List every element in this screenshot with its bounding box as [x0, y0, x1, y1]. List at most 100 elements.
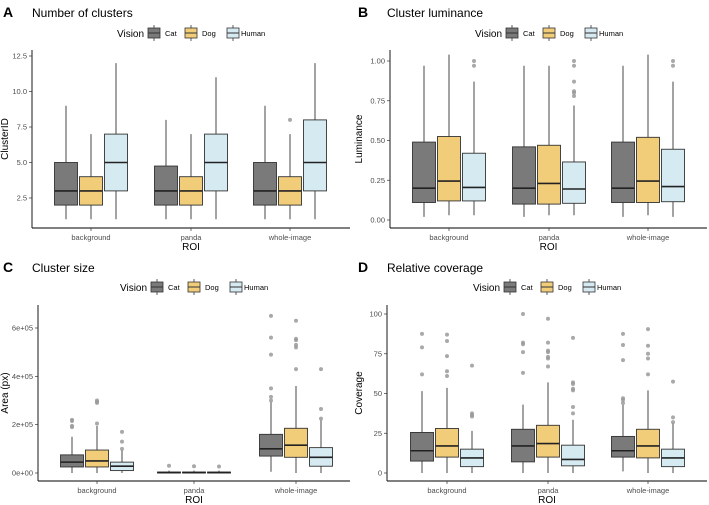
- outlier-point: [572, 63, 576, 68]
- box-cat-background: [54, 105, 78, 220]
- y-tick-label: 12.5: [12, 52, 27, 61]
- outlier-point: [269, 386, 273, 391]
- x-tick-label: whole-image: [626, 486, 670, 495]
- outlier-point: [445, 354, 449, 359]
- legend-label: Cat: [521, 283, 534, 292]
- y-axis-title: Area (px): [0, 372, 11, 413]
- outlier-point: [420, 331, 424, 336]
- outlier-point: [294, 336, 298, 341]
- outlier-point: [521, 370, 525, 375]
- panel-letter: B: [358, 4, 368, 20]
- box-dog-background: [437, 54, 461, 216]
- outlier-point: [646, 343, 650, 348]
- box-dog-panda: [182, 464, 206, 474]
- chart-title: Cluster size: [32, 261, 95, 275]
- x-axis-title: ROI: [182, 242, 200, 253]
- outlier-point: [445, 374, 449, 379]
- chart-title: Relative coverage: [387, 261, 483, 275]
- outlier-point: [572, 79, 576, 84]
- y-axis-title: Coverage: [354, 371, 365, 415]
- legend-key-cat: [147, 25, 161, 41]
- outlier-point: [269, 313, 273, 318]
- outlier-point: [269, 398, 273, 403]
- outlier-point: [572, 59, 576, 63]
- outlier-point: [671, 379, 675, 384]
- box-iqr: [253, 162, 277, 206]
- outlier-point: [120, 429, 124, 434]
- box-cat-panda: [512, 65, 536, 217]
- legend-key-dog: [542, 25, 556, 41]
- outlier-point: [269, 394, 273, 399]
- box-iqr: [611, 141, 635, 203]
- outlier-point: [521, 350, 525, 355]
- outlier-point: [269, 335, 273, 340]
- box-cat-panda: [157, 463, 181, 474]
- box-iqr: [410, 432, 434, 462]
- legend: Vision Cat Dog Human: [473, 279, 621, 295]
- outlier-point: [70, 423, 74, 428]
- y-tick-label: 6e+05: [12, 324, 33, 333]
- outlier-point: [571, 380, 575, 385]
- y-tick-label: 0.75: [370, 96, 385, 105]
- outlier-point: [445, 369, 449, 374]
- outlier-point: [546, 348, 550, 353]
- outlier-point: [319, 416, 323, 421]
- outlier-point: [420, 372, 424, 377]
- legend-key-cat: [503, 279, 517, 295]
- legend-key-human: [584, 25, 598, 41]
- outlier-point: [546, 340, 550, 345]
- legend-label: Dog: [560, 29, 574, 38]
- outlier-point: [546, 364, 550, 369]
- outlier-point: [120, 439, 124, 444]
- outlier-point: [621, 396, 625, 401]
- panel-a: A Number of clusters Vision Cat Dog Human 2.5 5…: [0, 4, 350, 253]
- panel-letter: A: [3, 4, 13, 20]
- box-iqr: [60, 454, 84, 468]
- box-iqr: [536, 424, 560, 458]
- box-iqr: [636, 136, 660, 203]
- box-dog-whole-image: [278, 117, 302, 220]
- panel-letter: D: [358, 259, 368, 275]
- box-cat-whole-image: [259, 313, 283, 472]
- outlier-point: [671, 415, 675, 420]
- legend-label: Human: [244, 283, 268, 292]
- box-human-background: [110, 429, 134, 473]
- box-human-panda: [204, 77, 228, 220]
- chart-title: Number of clusters: [32, 6, 133, 20]
- outlier-point: [294, 342, 298, 347]
- outlier-point: [572, 93, 576, 98]
- x-tick-label: whole-image: [268, 233, 312, 242]
- legend-key-cat: [505, 25, 519, 41]
- x-tick-label: panda: [539, 233, 561, 242]
- x-tick-label: background: [77, 486, 116, 495]
- outlier-point: [646, 327, 650, 332]
- outlier-point: [646, 356, 650, 361]
- box-cat-whole-image: [611, 65, 635, 217]
- y-tick-label: 1.00: [370, 57, 385, 66]
- legend: Vision Cat Dog Human: [117, 25, 265, 41]
- legend-key-cat: [150, 279, 164, 295]
- box-human-whole-image: [303, 63, 327, 220]
- x-axis-title: ROI: [540, 242, 558, 253]
- y-tick-label: 75: [374, 349, 382, 358]
- y-tick-label: 5.0: [17, 158, 27, 167]
- box-human-whole-image: [661, 59, 685, 217]
- box-iqr: [462, 152, 486, 202]
- legend-title: Vision: [475, 29, 502, 40]
- legend: Vision Cat Dog Human: [120, 279, 268, 295]
- outlier-point: [571, 411, 575, 416]
- outlier-point: [621, 343, 625, 348]
- outlier-point: [269, 352, 273, 357]
- panel-letter: C: [3, 259, 13, 275]
- outlier-point: [470, 411, 474, 416]
- box-human-background: [104, 63, 128, 220]
- x-tick-label: background: [429, 233, 468, 242]
- outlier-point: [192, 464, 196, 469]
- outlier-point: [621, 358, 625, 363]
- outlier-point: [671, 420, 675, 425]
- box-iqr: [437, 136, 461, 202]
- legend-label: Human: [597, 283, 621, 292]
- outlier-point: [167, 463, 171, 468]
- x-tick-label: panda: [538, 486, 560, 495]
- box-cat-panda: [154, 119, 178, 220]
